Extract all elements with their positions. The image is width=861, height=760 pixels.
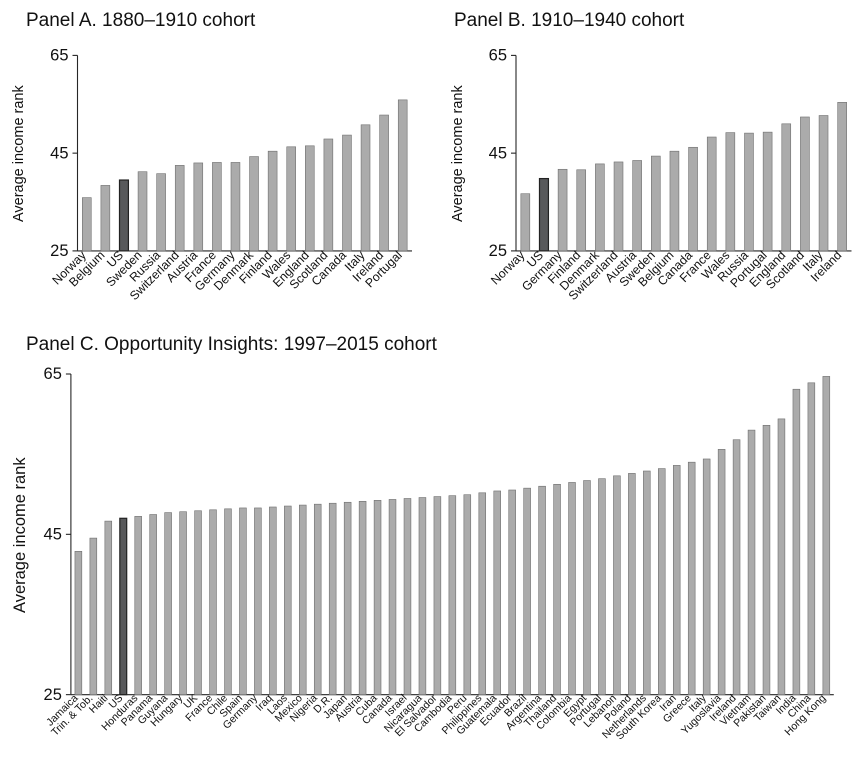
svg-text:25: 25 <box>44 686 62 704</box>
svg-text:65: 65 <box>44 365 62 383</box>
svg-text:45: 45 <box>44 526 62 544</box>
